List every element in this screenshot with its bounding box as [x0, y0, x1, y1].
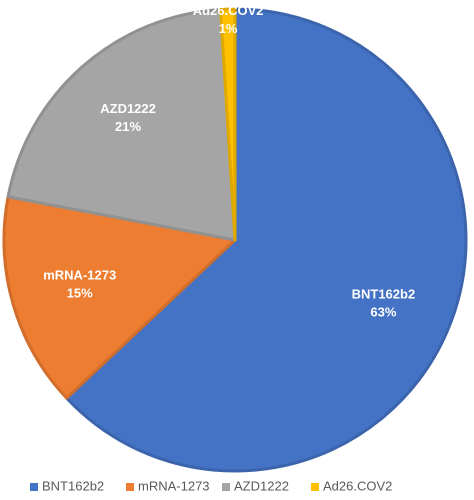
legend: BNT162b2 mRNA-1273 AZD1222 Ad26.COV2 [30, 478, 392, 493]
slice-label: AZD1222 [100, 101, 156, 116]
slice-label: Ad26.COV2 [193, 3, 264, 18]
slice-value-label: 63% [370, 305, 396, 320]
legend-swatch [222, 483, 230, 491]
pie-slice [65, 7, 468, 473]
legend-swatch [311, 483, 319, 491]
pie-slice [6, 7, 237, 242]
legend-label: Ad26.COV2 [323, 478, 392, 493]
legend-label: BNT162b2 [42, 478, 104, 493]
legend-label: AZD1222 [234, 478, 289, 493]
pie-slice [2, 195, 237, 400]
legend-swatch [30, 483, 38, 491]
slice-value-label: 1% [219, 21, 238, 36]
pie-slice [218, 7, 237, 242]
slice-label: mRNA-1273 [43, 268, 116, 283]
slice-value-label: 21% [115, 119, 141, 134]
legend-swatch [126, 483, 134, 491]
slice-label: BNT162b2 [352, 287, 416, 302]
slice-value-label: 15% [67, 286, 93, 301]
legend-label: mRNA-1273 [138, 478, 210, 493]
